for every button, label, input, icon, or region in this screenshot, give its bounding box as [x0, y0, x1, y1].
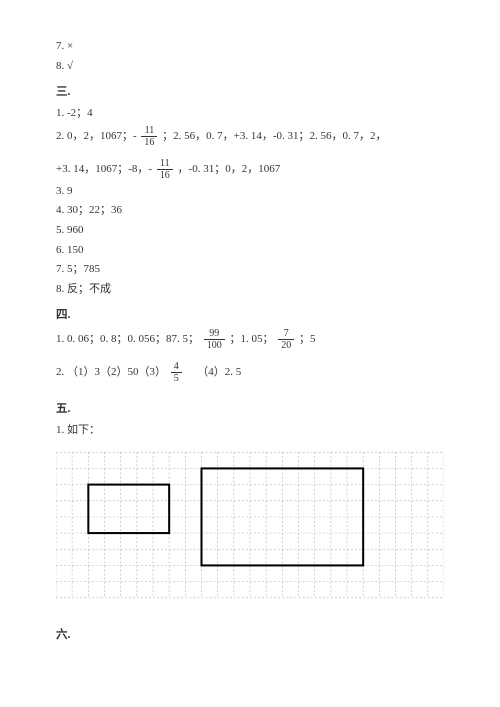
s4-line1: 1. 0. 06；0. 8；0. 056；87. 5； 99 100 ；1. 0… [56, 328, 444, 351]
s3-line4: 4. 30；22；36 [56, 202, 444, 220]
spacer [56, 600, 444, 618]
s4-l2a: 2. （1）3（2）50（3） [56, 366, 166, 378]
page: 7. × 8. √ 三. 1. -2；4 2. 0，2，1067；- 11 16… [0, 0, 500, 707]
frac-den: 100 [204, 340, 225, 351]
s3-l2d-text: ，-0. 31；0，2，1067 [178, 163, 281, 175]
item-8: 8. √ [56, 58, 444, 76]
frac-num: 11 [157, 158, 173, 170]
s3-line2b: +3. 14，1067；-8，- 11 16 ，-0. 31；0，2，1067 [56, 158, 444, 181]
frac-num: 7 [278, 328, 294, 340]
item-7: 7. × [56, 38, 444, 56]
fraction-11-16-b: 11 16 [157, 158, 173, 181]
spacer [56, 150, 444, 156]
fraction-11-16-a: 11 16 [141, 125, 157, 148]
spacer [56, 353, 444, 359]
frac-den: 16 [141, 137, 157, 148]
s3-line6: 6. 150 [56, 242, 444, 260]
fraction-99-100: 99 100 [204, 328, 225, 351]
s5-line1: 1. 如下： [56, 422, 444, 440]
s4-l1a: 1. 0. 06；0. 8；0. 056；87. 5； [56, 333, 199, 345]
frac-num: 4 [171, 361, 182, 373]
section-4-heading: 四. [56, 306, 444, 322]
s3-l2c-text: +3. 14，1067；-8，- [56, 163, 152, 175]
frac-den: 5 [171, 373, 182, 384]
s4-l1b: ；1. 05； [230, 333, 274, 345]
frac-num: 11 [141, 125, 157, 137]
s3-line3: 3. 9 [56, 183, 444, 201]
s3-l2a-text: 2. 0，2，1067；- [56, 130, 137, 142]
fraction-4-5: 4 5 [171, 361, 182, 384]
s4-l2b: （4）2. 5 [197, 366, 241, 378]
grid-diagram [56, 450, 444, 600]
s3-l2b-text: ；2. 56，0. 7，+3. 14，-0. 31；2. 56，0. 7，2， [162, 130, 386, 142]
s3-line1: 1. -2；4 [56, 105, 444, 123]
s4-line2: 2. （1）3（2）50（3） 4 5 （4）2. 5 [56, 361, 444, 384]
fraction-7-20: 7 20 [278, 328, 294, 351]
section-5-heading: 五. [56, 400, 444, 416]
frac-num: 99 [204, 328, 225, 340]
s4-l1c: ；5 [299, 333, 316, 345]
s3-line5: 5. 960 [56, 222, 444, 240]
section-3-heading: 三. [56, 83, 444, 99]
s3-line2a: 2. 0，2，1067；- 11 16 ；2. 56，0. 7，+3. 14，-… [56, 125, 444, 148]
s3-line8: 8. 反；不成 [56, 281, 444, 299]
spacer [56, 386, 444, 392]
s3-line7: 7. 5；785 [56, 261, 444, 279]
section-6-heading: 六. [56, 626, 444, 642]
frac-den: 16 [157, 170, 173, 181]
frac-den: 20 [278, 340, 294, 351]
